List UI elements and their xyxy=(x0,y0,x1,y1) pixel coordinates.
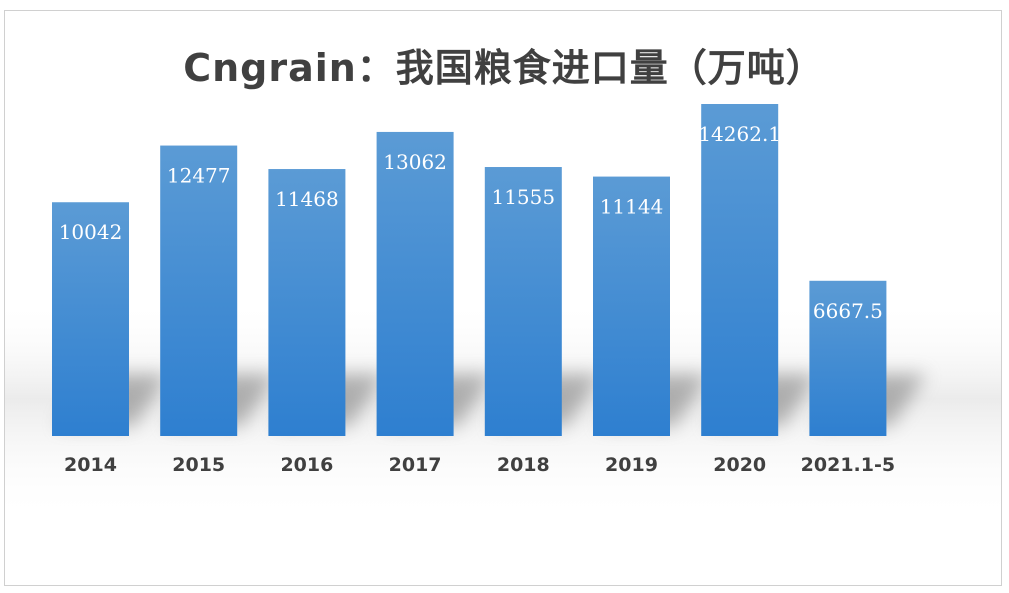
data-label-2016: 11468 xyxy=(275,187,339,211)
chart-title: Cngrain：我国粮食进口量（万吨） xyxy=(183,46,825,90)
x-tick-label-2021.1-5: 2021.1-5 xyxy=(801,454,895,476)
data-label-2018: 11555 xyxy=(491,185,555,209)
x-tick-label-2018: 2018 xyxy=(497,454,550,476)
x-tick-label-2017: 2017 xyxy=(389,454,442,476)
data-label-2021.1-5: 6667.5 xyxy=(813,299,883,323)
data-label-2015: 12477 xyxy=(167,164,231,188)
data-label-2019: 11144 xyxy=(600,195,664,219)
data-label-2020: 14262.1 xyxy=(698,122,781,146)
data-label-2014: 10042 xyxy=(59,220,123,244)
bar-2021.1-5 xyxy=(809,280,887,436)
bar-2018 xyxy=(484,167,562,437)
x-tick-label-2014: 2014 xyxy=(64,454,117,476)
x-tick-label-2020: 2020 xyxy=(713,454,766,476)
bar-2015 xyxy=(160,145,238,436)
data-labels-group: 10042 12477 11468 13062 11555 11144 14262.1 666… xyxy=(59,122,883,323)
bar-2019 xyxy=(593,176,670,436)
data-label-2017: 13062 xyxy=(383,150,447,174)
bar-2016 xyxy=(268,169,346,436)
x-tick-label-2019: 2019 xyxy=(605,454,658,476)
bars-group xyxy=(52,104,887,437)
x-tick-labels-group: 2014 2015 2016 2017 2018 2019 2020 2021.1-5 xyxy=(64,454,895,476)
bar-2020 xyxy=(701,104,779,436)
bar-2017 xyxy=(376,131,454,436)
bar-2014 xyxy=(52,202,129,436)
x-tick-label-2016: 2016 xyxy=(280,454,333,476)
x-tick-label-2015: 2015 xyxy=(172,454,225,476)
